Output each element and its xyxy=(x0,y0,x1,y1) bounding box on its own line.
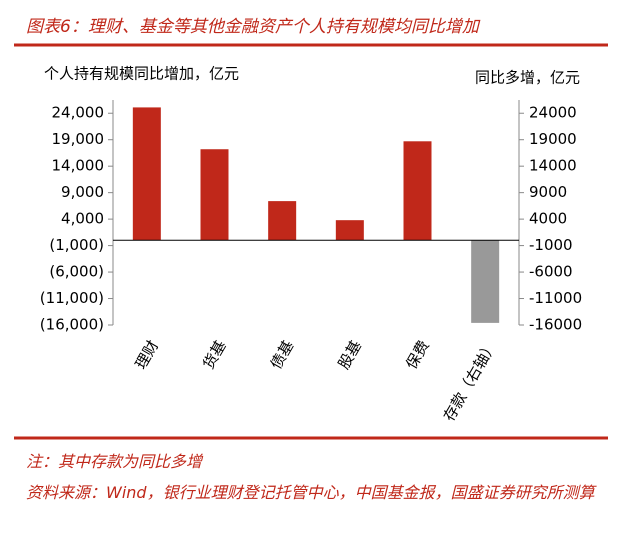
y2-tick-label: -6000 xyxy=(529,263,573,281)
y-tick-label: (11,000) xyxy=(40,289,104,307)
y2-tick-label: -16000 xyxy=(529,316,582,334)
y-tick-label: 24,000 xyxy=(52,104,105,122)
y2-tick-label: 14000 xyxy=(529,157,577,175)
bar xyxy=(403,141,432,241)
y-tick-label: (16,000) xyxy=(40,316,104,334)
y-axis-title: 个人持有规模同比增加，亿元 xyxy=(44,65,239,83)
bar xyxy=(268,201,297,241)
x-tick-label: 理财 xyxy=(132,337,163,372)
bar xyxy=(200,149,229,241)
chart: 个人持有规模同比增加，亿元 同比多增，亿元 (16,000) (11,000) (6… xyxy=(14,43,608,440)
y2-tick-label: 4000 xyxy=(529,210,567,228)
note: 注：其中存款为同比多增 xyxy=(26,452,203,471)
y-tick-label: 4,000 xyxy=(61,210,104,228)
y-tick-label: 14,000 xyxy=(52,157,105,175)
bar xyxy=(132,107,161,241)
y2-tick-label: -1000 xyxy=(529,236,573,254)
y2-tick-label: 9000 xyxy=(529,183,567,201)
y-tick-label: 19,000 xyxy=(52,130,105,148)
y-tick-label: (6,000) xyxy=(49,263,104,281)
x-tick-label: 存款（右轴） xyxy=(440,337,501,424)
y2-axis-title: 同比多增，亿元 xyxy=(475,69,580,87)
x-tick-label: 股基 xyxy=(335,337,366,372)
y2-tick-label: 24000 xyxy=(529,104,577,122)
x-tick-label: 保费 xyxy=(402,337,433,372)
y2-tick-label: -11000 xyxy=(529,289,582,307)
y2-tick-label: 19000 xyxy=(529,130,577,148)
x-tick-label: 货基 xyxy=(199,337,230,372)
y-tick-label: (1,000) xyxy=(49,236,104,254)
y-tick-label: 9,000 xyxy=(61,183,104,201)
bar xyxy=(335,220,364,241)
chart-title: 图表6：理财、基金等其他金融资产个人持有规模均同比增加 xyxy=(26,17,479,37)
bar xyxy=(471,240,500,323)
x-tick-label: 债基 xyxy=(267,337,298,372)
source: 资料来源：Wind，银行业理财登记托管中心，中国基金报，国盛证券研究所测算 xyxy=(26,483,595,502)
